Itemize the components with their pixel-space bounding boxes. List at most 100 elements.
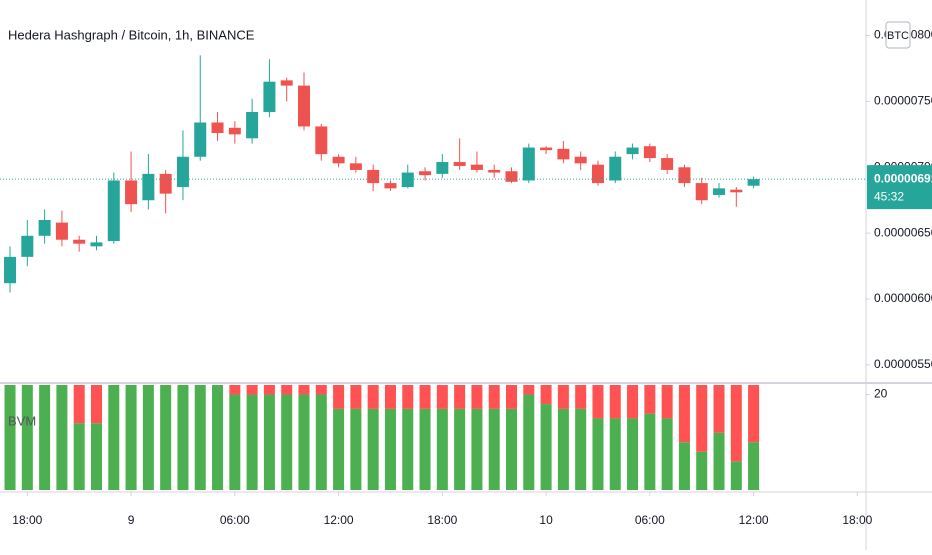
chart-title: Hedera Hashgraph / Bitcoin, 1h, BINANCE — [8, 27, 255, 42]
candle-body — [280, 80, 293, 86]
volume-bar — [488, 408, 500, 490]
candle-body — [315, 126, 328, 155]
volume-bar — [419, 385, 431, 409]
candle-body — [246, 111, 259, 139]
candle-body — [142, 173, 155, 201]
volume-bar — [592, 385, 604, 419]
volume-bar — [748, 442, 760, 490]
volume-bar — [540, 385, 552, 405]
candle-body — [367, 169, 380, 184]
candle-body — [713, 188, 726, 195]
volume-bar — [246, 394, 258, 490]
volume-bar — [73, 423, 85, 490]
volume-bar — [644, 385, 656, 414]
candle-body — [194, 122, 207, 157]
volume-bar — [298, 394, 310, 490]
volume-bar — [609, 418, 621, 490]
candle-body — [540, 147, 553, 151]
volume-bar — [402, 408, 414, 490]
candle-body — [574, 156, 587, 164]
volume-bar — [384, 385, 396, 409]
volume-bar — [315, 394, 327, 490]
volume-bar — [350, 408, 362, 490]
x-tick-label: 12:00 — [739, 513, 769, 527]
candle-body — [73, 239, 86, 244]
candle-body — [401, 172, 414, 188]
volume-bar — [177, 385, 189, 490]
candle-body — [591, 164, 604, 184]
volume-bar — [4, 385, 16, 490]
volume-bar — [713, 385, 725, 433]
volume-bar — [419, 408, 431, 490]
volume-bar — [281, 385, 293, 395]
volume-bar — [90, 423, 102, 490]
volume-bar — [609, 385, 621, 419]
volume-bar — [454, 385, 466, 409]
volume-bar — [696, 451, 708, 490]
x-tick-label: 18:00 — [12, 513, 42, 527]
candle-body — [453, 162, 466, 166]
volume-bar — [523, 385, 535, 395]
volume-bar — [315, 385, 327, 395]
y-tick-label: 20 — [874, 387, 888, 401]
candle-body — [747, 179, 760, 186]
volume-bar — [644, 413, 656, 490]
volume-bar — [229, 385, 241, 395]
last-price-label: 0.00000691 — [874, 171, 932, 185]
volume-bar — [142, 385, 154, 490]
last-price-box — [867, 165, 932, 210]
x-tick-label: 10 — [539, 513, 553, 527]
candle-body — [211, 122, 224, 134]
volume-bar — [263, 385, 275, 395]
volume-bar — [367, 385, 379, 409]
volume-bar — [557, 385, 569, 409]
candle-body — [643, 146, 656, 159]
volume-bar — [575, 385, 587, 409]
candle-body — [125, 180, 138, 205]
candle-body — [4, 256, 17, 284]
currency-badge-label: BTC — [887, 30, 909, 42]
volume-bar — [367, 408, 379, 490]
volume-bar — [194, 385, 206, 490]
candle-body — [488, 169, 501, 173]
candle-body — [38, 219, 51, 236]
volume-bar — [21, 385, 33, 490]
volume-bar — [523, 394, 535, 490]
currency-badge — [885, 21, 911, 49]
volume-bar — [678, 385, 690, 443]
volume-bar — [90, 385, 102, 424]
x-tick-label: 06:00 — [635, 513, 665, 527]
marks — [4, 55, 760, 490]
candle-body — [470, 164, 483, 170]
candle-body — [55, 222, 68, 240]
volume-bar — [125, 385, 137, 490]
candle-body — [730, 189, 743, 193]
candle-body — [297, 85, 310, 127]
candle-body — [695, 183, 708, 201]
candle-body — [159, 173, 172, 194]
volume-bar — [696, 385, 708, 452]
volume-bar — [454, 408, 466, 490]
volume-bar — [160, 385, 172, 490]
volume-bar — [436, 385, 448, 409]
volume-bar — [212, 385, 224, 490]
volume-bar — [661, 418, 673, 490]
volume-bar — [229, 394, 241, 490]
candle-body — [419, 171, 432, 176]
candle-body — [176, 156, 189, 188]
volume-bar — [263, 394, 275, 490]
candle-body — [522, 147, 535, 181]
y-tick-label: 0.00000550 — [874, 357, 932, 371]
volume-bar — [73, 385, 85, 424]
volume-bar — [540, 404, 552, 490]
countdown: 45:32 — [874, 189, 904, 203]
volume-bar — [298, 385, 310, 395]
candle-body — [505, 171, 518, 182]
candle-body — [626, 147, 639, 155]
volume-bar — [333, 408, 345, 490]
volume-bar — [350, 385, 362, 409]
candle-body — [332, 156, 345, 164]
candle-body — [21, 235, 34, 257]
volume-bar — [402, 385, 414, 409]
